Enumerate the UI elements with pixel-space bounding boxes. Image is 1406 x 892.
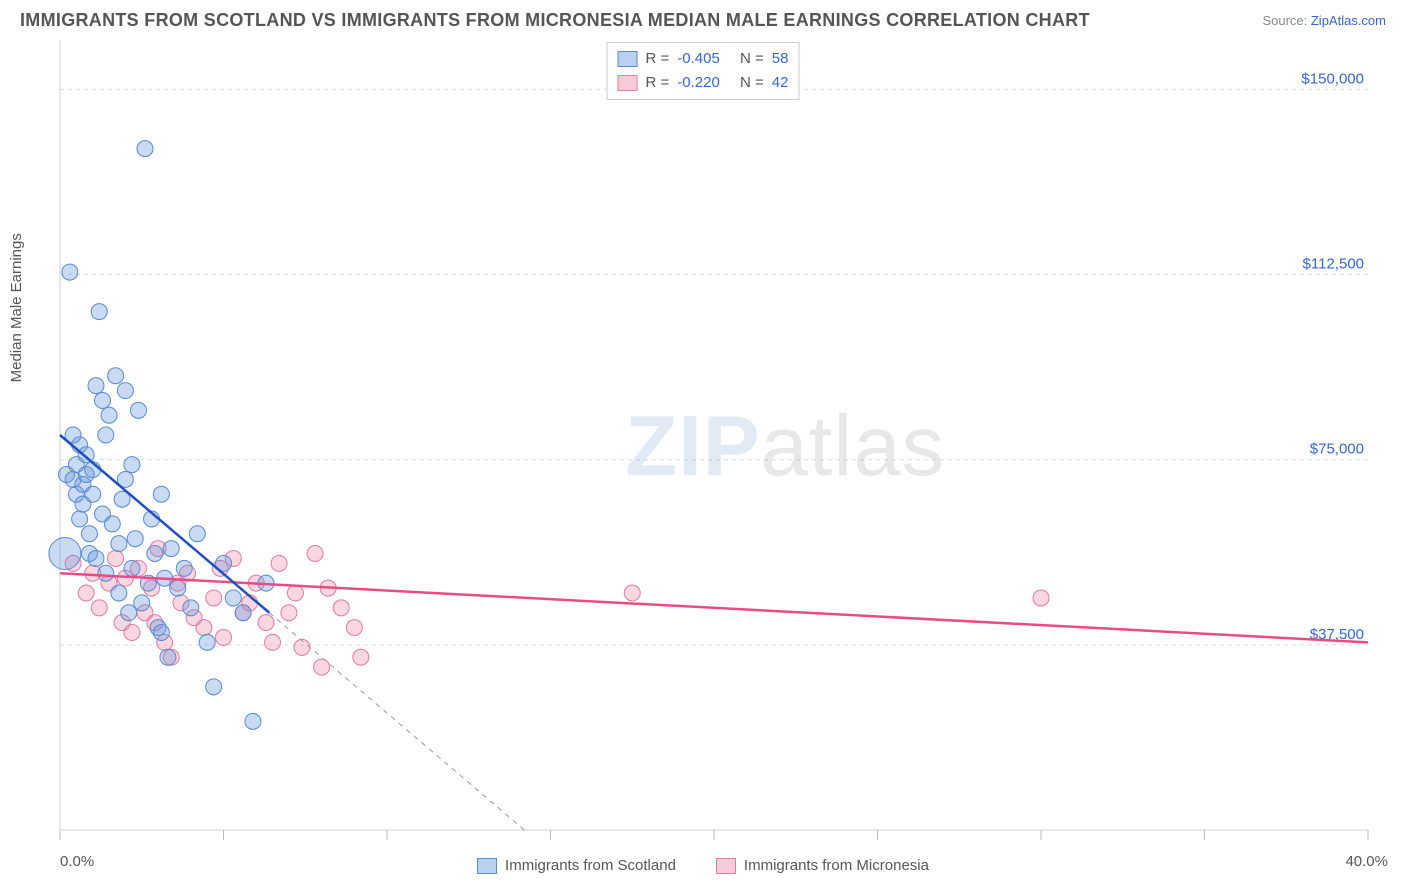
stats-legend: R = -0.405 N = 58 R = -0.220 N = 42 — [607, 42, 800, 100]
x-min-label: 0.0% — [60, 853, 94, 870]
y-axis-label: Median Male Earnings — [8, 233, 25, 382]
swatch-blue-icon — [618, 51, 638, 67]
legend-item-micronesia: Immigrants from Micronesia — [716, 857, 929, 874]
stats-row-micronesia: R = -0.220 N = 42 — [618, 71, 789, 95]
swatch-pink-icon — [618, 75, 638, 91]
x-max-label: 40.0% — [1345, 853, 1388, 870]
chart-area: Median Male Earnings $37,500$75,000$112,… — [18, 40, 1388, 874]
stats-row-scotland: R = -0.405 N = 58 — [618, 47, 789, 71]
scatter-plot: $37,500$75,000$112,500$150,000 — [18, 40, 1388, 874]
source-attribution: Source: ZipAtlas.com — [1262, 13, 1386, 28]
chart-title: IMMIGRANTS FROM SCOTLAND VS IMMIGRANTS F… — [20, 10, 1090, 31]
legend-item-scotland: Immigrants from Scotland — [477, 857, 676, 874]
svg-text:$150,000: $150,000 — [1301, 70, 1364, 87]
svg-text:$75,000: $75,000 — [1310, 441, 1364, 458]
source-link[interactable]: ZipAtlas.com — [1311, 13, 1386, 28]
svg-text:$112,500: $112,500 — [1303, 256, 1364, 273]
swatch-blue-icon — [477, 858, 497, 874]
series-legend: 0.0% Immigrants from Scotland Immigrants… — [18, 857, 1388, 874]
swatch-pink-icon — [716, 858, 736, 874]
chart-header: IMMIGRANTS FROM SCOTLAND VS IMMIGRANTS F… — [0, 0, 1406, 31]
